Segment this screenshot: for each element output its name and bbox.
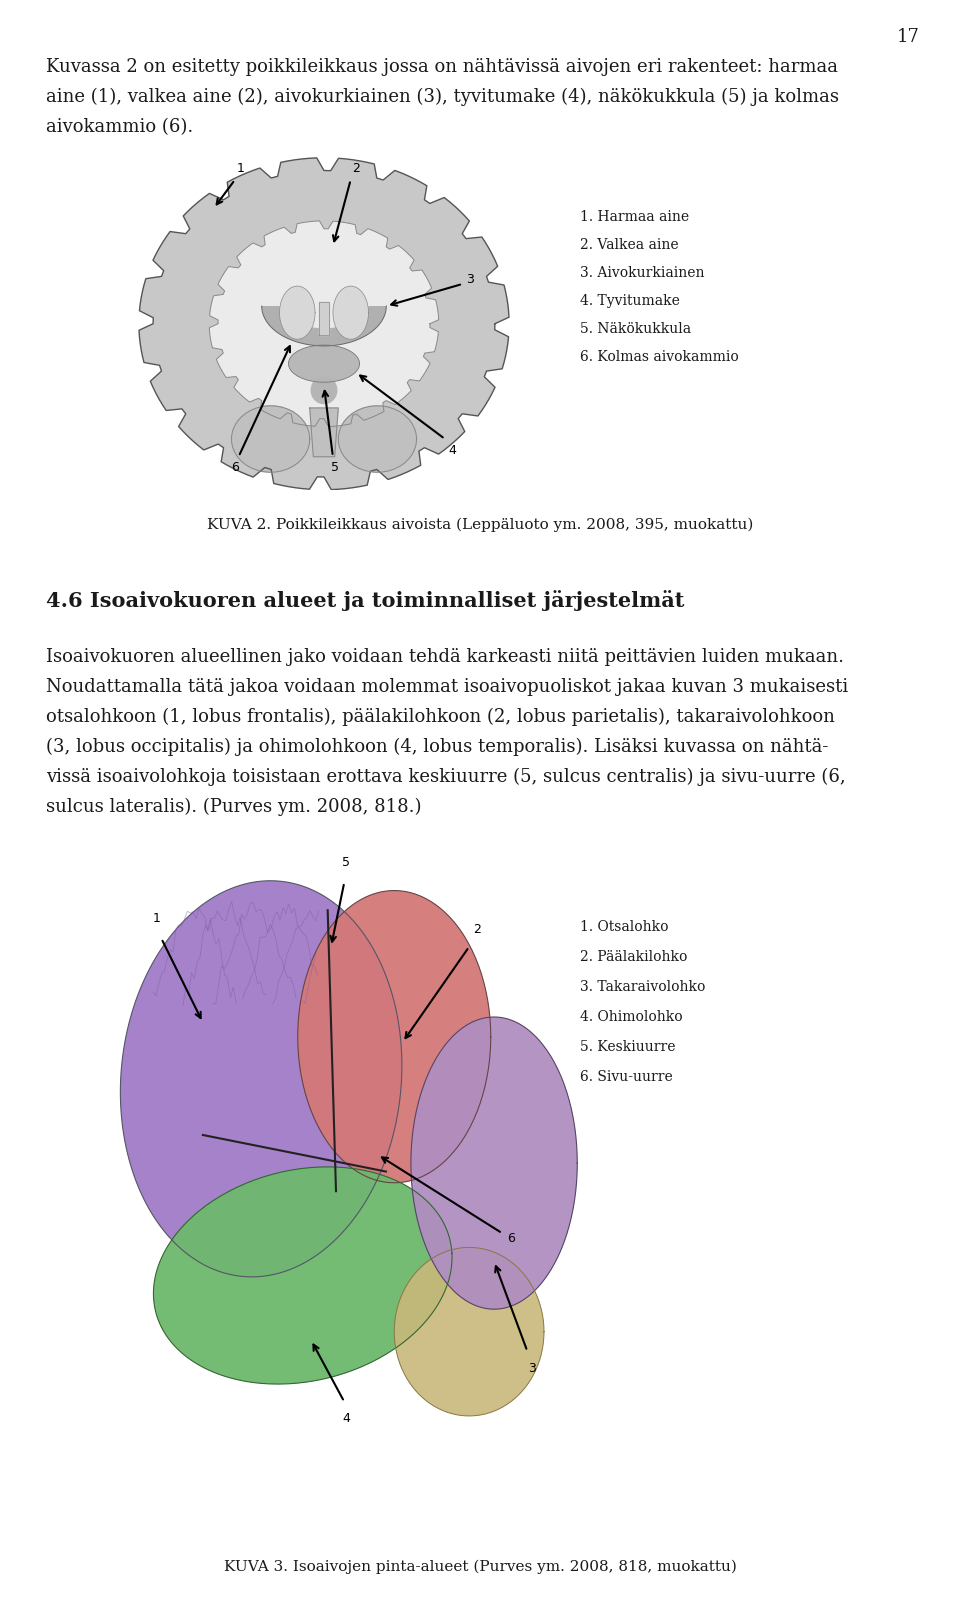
- Text: 4.6 Isoaivokuoren alueet ja toiminnalliset järjestelmät: 4.6 Isoaivokuoren alueet ja toiminnallis…: [46, 590, 684, 611]
- Text: 4: 4: [342, 1413, 350, 1426]
- Text: 6: 6: [231, 461, 239, 474]
- Polygon shape: [139, 157, 509, 490]
- Polygon shape: [289, 345, 360, 383]
- Text: Isoaivokuoren alueellinen jako voidaan tehdä karkeasti niitä peittävien luiden m: Isoaivokuoren alueellinen jako voidaan t…: [46, 649, 844, 667]
- Text: 6. Sivu-uurre: 6. Sivu-uurre: [580, 1071, 673, 1083]
- Polygon shape: [310, 409, 338, 457]
- Text: 4. Tyvitumake: 4. Tyvitumake: [580, 294, 680, 308]
- Text: 5: 5: [342, 856, 350, 869]
- Text: 5. Keskiuurre: 5. Keskiuurre: [580, 1040, 676, 1054]
- Text: 2: 2: [473, 923, 481, 936]
- Text: Kuvassa 2 on esitetty poikkileikkaus jossa on nähtävissä aivojen eri rakenteet: : Kuvassa 2 on esitetty poikkileikkaus jos…: [46, 58, 838, 76]
- Text: 4: 4: [448, 443, 456, 457]
- Text: sulcus lateralis). (Purves ym. 2008, 818.): sulcus lateralis). (Purves ym. 2008, 818…: [46, 798, 421, 816]
- Text: 2. Päälakilohko: 2. Päälakilohko: [580, 950, 687, 963]
- Text: 5: 5: [330, 461, 339, 474]
- Text: aine (1), valkea aine (2), aivokurkiainen (3), tyvitumake (4), näkökukkula (5) j: aine (1), valkea aine (2), aivokurkiaine…: [46, 88, 839, 107]
- Text: KUVA 3. Isoaivojen pinta-alueet (Purves ym. 2008, 818, muokattu): KUVA 3. Isoaivojen pinta-alueet (Purves …: [224, 1560, 736, 1575]
- Text: Noudattamalla tätä jakoa voidaan molemmat isoaivopuoliskot jakaa kuvan 3 mukaise: Noudattamalla tätä jakoa voidaan molemma…: [46, 678, 849, 696]
- Text: aivokammio (6).: aivokammio (6).: [46, 118, 193, 136]
- Text: 1. Harmaa aine: 1. Harmaa aine: [580, 209, 689, 224]
- Polygon shape: [231, 406, 310, 472]
- Polygon shape: [333, 285, 369, 339]
- Polygon shape: [319, 302, 329, 334]
- Polygon shape: [298, 890, 491, 1182]
- Polygon shape: [338, 406, 417, 472]
- Text: 4. Ohimolohko: 4. Ohimolohko: [580, 1011, 683, 1023]
- Text: 6. Kolmas aivokammio: 6. Kolmas aivokammio: [580, 350, 739, 363]
- Text: 6: 6: [507, 1233, 515, 1246]
- Polygon shape: [262, 307, 386, 345]
- Polygon shape: [411, 1017, 577, 1309]
- Text: (3, lobus occipitalis) ja ohimolohkoon (4, lobus temporalis). Lisäksi kuvassa on: (3, lobus occipitalis) ja ohimolohkoon (…: [46, 738, 828, 756]
- Text: 3. Takaraivolohko: 3. Takaraivolohko: [580, 980, 706, 994]
- Text: 1. Otsalohko: 1. Otsalohko: [580, 920, 668, 934]
- Text: 1: 1: [236, 162, 244, 175]
- Text: 2: 2: [352, 162, 360, 175]
- Polygon shape: [395, 1247, 544, 1416]
- Text: KUVA 2. Poikkileikkaus aivoista (Leppäluoto ym. 2008, 395, muokattu): KUVA 2. Poikkileikkaus aivoista (Leppälu…: [206, 517, 754, 532]
- Text: 2. Valkea aine: 2. Valkea aine: [580, 238, 679, 251]
- Polygon shape: [154, 1166, 452, 1384]
- Polygon shape: [279, 285, 315, 339]
- Text: 3: 3: [466, 272, 474, 285]
- Text: 17: 17: [898, 28, 920, 45]
- Polygon shape: [311, 376, 337, 404]
- Text: 3: 3: [528, 1362, 537, 1375]
- Text: vissä isoaivolohkoja toisistaan erottava keskiuurre (5, sulcus centralis) ja siv: vissä isoaivolohkoja toisistaan erottava…: [46, 767, 846, 787]
- Text: otsalohkoon (1, lobus frontalis), päälakilohkoon (2, lobus parietalis), takaraiv: otsalohkoon (1, lobus frontalis), päälak…: [46, 707, 835, 727]
- Polygon shape: [209, 221, 439, 427]
- Text: 3. Aivokurkiainen: 3. Aivokurkiainen: [580, 266, 705, 281]
- Text: 1: 1: [153, 912, 160, 925]
- Polygon shape: [120, 881, 402, 1277]
- Text: 5. Näkökukkula: 5. Näkökukkula: [580, 323, 691, 336]
